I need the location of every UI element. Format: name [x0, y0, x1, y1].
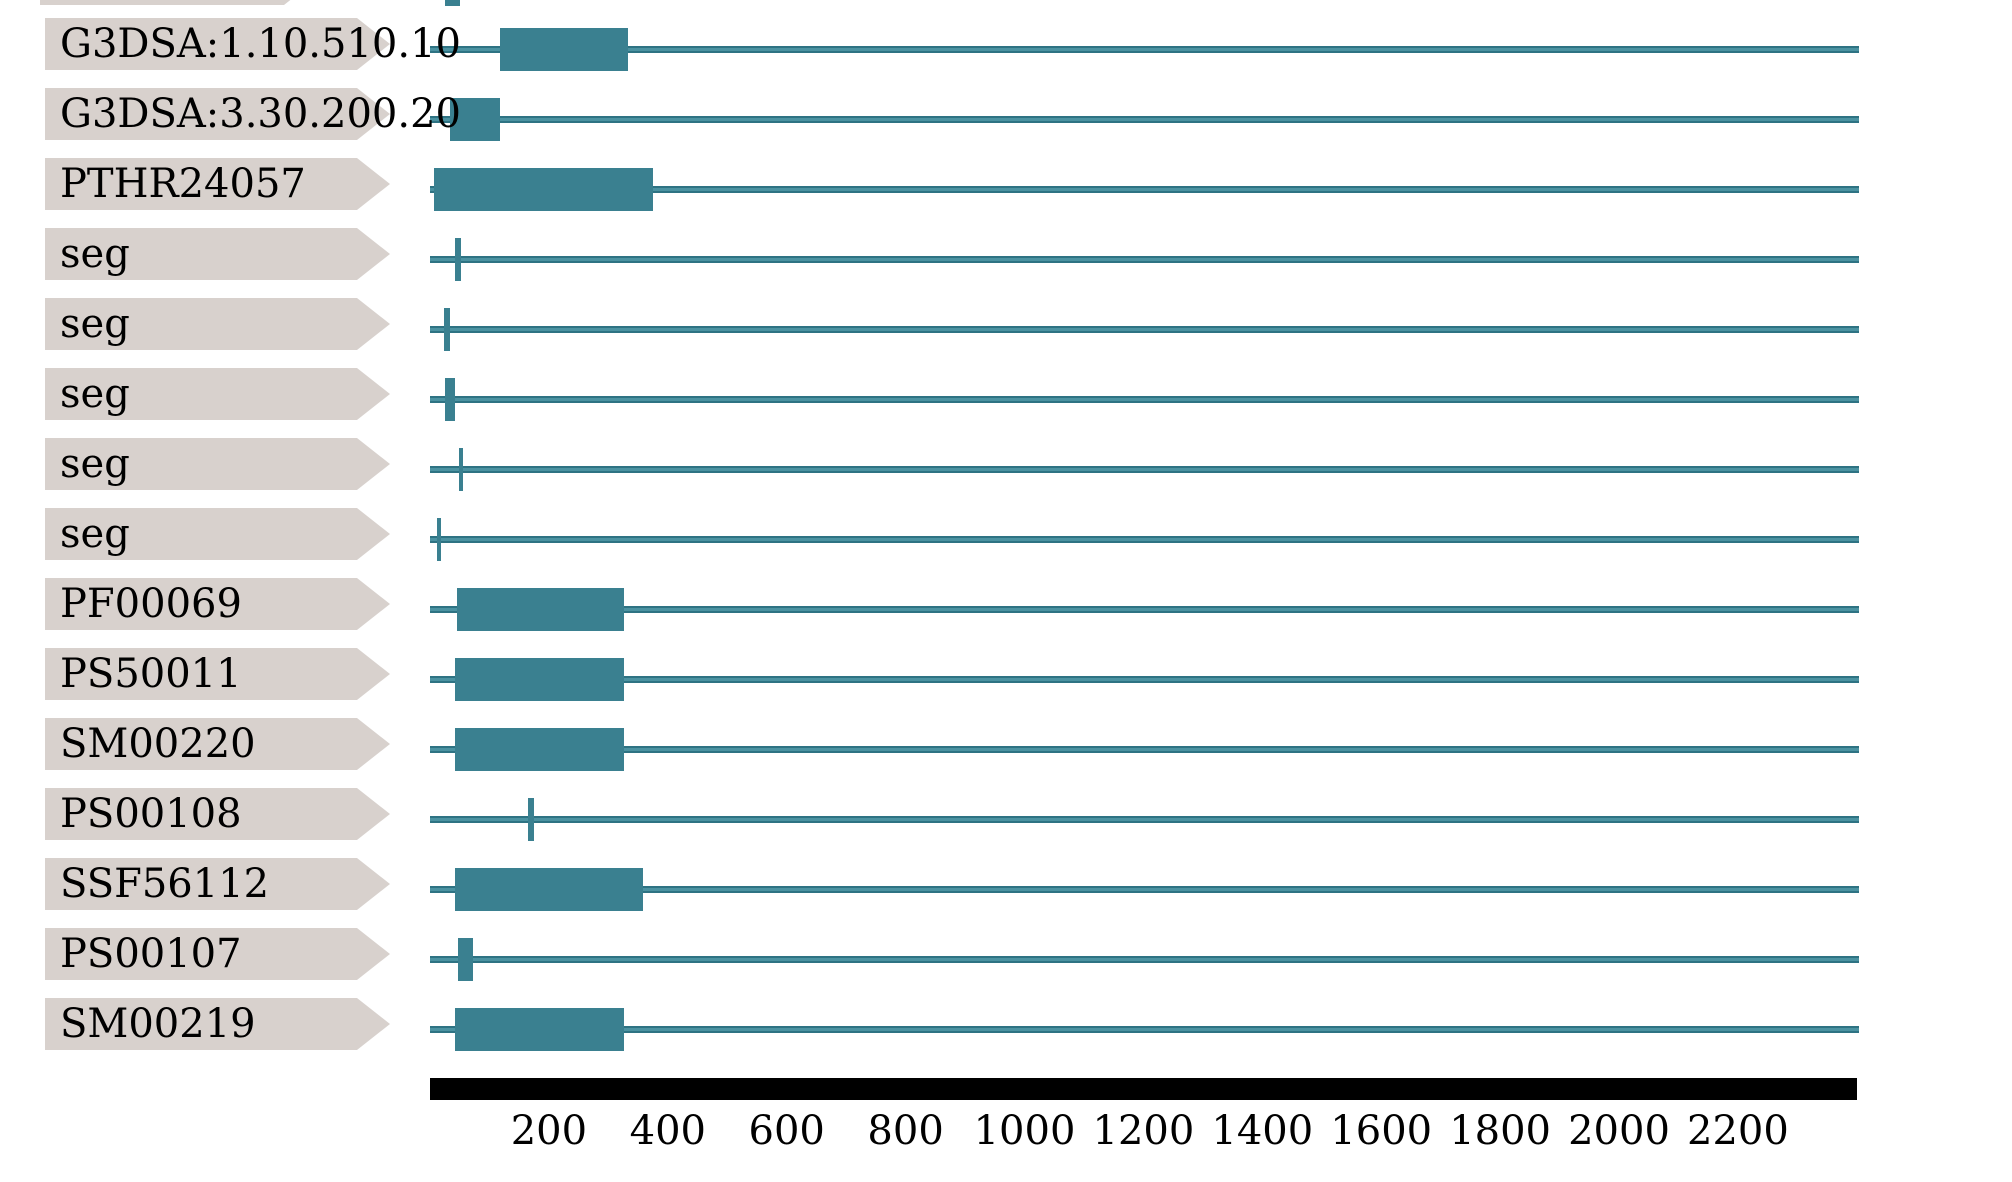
sequence-line	[430, 676, 1859, 683]
sequence-line	[430, 1026, 1859, 1033]
feature-tick[interactable]	[444, 308, 451, 351]
sequence-line	[430, 396, 1859, 403]
track-label: G3DSA:3.30.200.20	[60, 91, 461, 137]
track-label: seg	[60, 441, 130, 487]
track-label-arrow[interactable]	[45, 998, 390, 1050]
track-label: PS00108	[60, 791, 242, 837]
track-label-arrow[interactable]	[45, 298, 390, 350]
track-label-arrow[interactable]	[45, 228, 390, 280]
sequence-line	[430, 256, 1859, 263]
sequence-line	[430, 536, 1859, 543]
track-label-arrow[interactable]	[45, 578, 390, 630]
track-label: SM00219	[60, 1001, 256, 1047]
sequence-line	[430, 956, 1859, 963]
feature-tick[interactable]	[444, 378, 455, 421]
track-label-arrow[interactable]	[45, 368, 390, 420]
track-label: PS50011	[60, 651, 242, 697]
feature-tick[interactable]	[454, 238, 461, 281]
feature-tick[interactable]	[528, 798, 535, 841]
sequence-line	[430, 746, 1859, 753]
feature-tick[interactable]	[437, 518, 441, 561]
track-label: seg	[60, 231, 130, 277]
feature-box[interactable]	[444, 0, 460, 6]
feature-box[interactable]	[454, 728, 624, 771]
track-label: seg	[60, 371, 130, 417]
sequence-line	[430, 116, 1859, 123]
sequence-line	[430, 326, 1859, 333]
feature-box[interactable]	[457, 938, 473, 981]
track-label: PTHR24057	[60, 161, 306, 207]
axis-tick-label: 2200	[1686, 1108, 1789, 1154]
axis-tick-label: 1200	[1092, 1108, 1195, 1154]
axis-tick-label: 1400	[1211, 1108, 1314, 1154]
feature-box[interactable]	[434, 168, 653, 211]
feature-box[interactable]	[456, 588, 624, 631]
sequence-line	[430, 606, 1859, 613]
axis-tick-label: 400	[629, 1108, 706, 1154]
sequence-line	[430, 886, 1859, 893]
track-label-arrow[interactable]	[45, 158, 390, 210]
axis-tick-label: 800	[867, 1108, 944, 1154]
sequence-line	[430, 816, 1859, 823]
track-label-arrow[interactable]	[45, 718, 390, 770]
track-label-arrow-partial[interactable]	[40, 0, 317, 5]
track-label-arrow[interactable]	[45, 508, 390, 560]
track-label: SSF56112	[60, 861, 270, 907]
track-label-arrow[interactable]	[45, 858, 390, 910]
feature-box[interactable]	[450, 98, 501, 141]
feature-box[interactable]	[454, 1008, 624, 1051]
track-label: SM00220	[60, 721, 256, 767]
axis-tick-label: 2000	[1568, 1108, 1670, 1154]
track-label: PS00107	[60, 931, 242, 977]
track-label: PF00069	[60, 581, 242, 627]
track-label-arrow[interactable]	[45, 18, 390, 70]
feature-box[interactable]	[454, 868, 643, 911]
track-label-arrow[interactable]	[45, 438, 390, 490]
axis-tick-label: 200	[510, 1108, 588, 1154]
axis-tick-label: 600	[748, 1108, 825, 1154]
track-label: seg	[60, 511, 130, 557]
axis-tick-label: 1600	[1330, 1108, 1433, 1154]
track-label-arrow[interactable]	[45, 648, 390, 700]
track-label: seg	[60, 301, 130, 347]
sequence-line	[430, 46, 1859, 53]
sequence-line	[430, 186, 1859, 193]
track-label-arrow[interactable]	[45, 788, 390, 840]
feature-box[interactable]	[454, 658, 624, 701]
axis-tick-label: 1800	[1449, 1108, 1551, 1154]
track-label-arrow[interactable]	[45, 928, 390, 980]
feature-box[interactable]	[500, 28, 628, 71]
track-label-arrow[interactable]	[45, 88, 390, 140]
feature-tick[interactable]	[459, 448, 463, 491]
sequence-line	[430, 466, 1859, 473]
axis-tick-label: 1000	[973, 1108, 1076, 1154]
axis-scale-bar	[430, 1078, 1857, 1100]
track-label: G3DSA:1.10.510.10	[60, 21, 461, 67]
